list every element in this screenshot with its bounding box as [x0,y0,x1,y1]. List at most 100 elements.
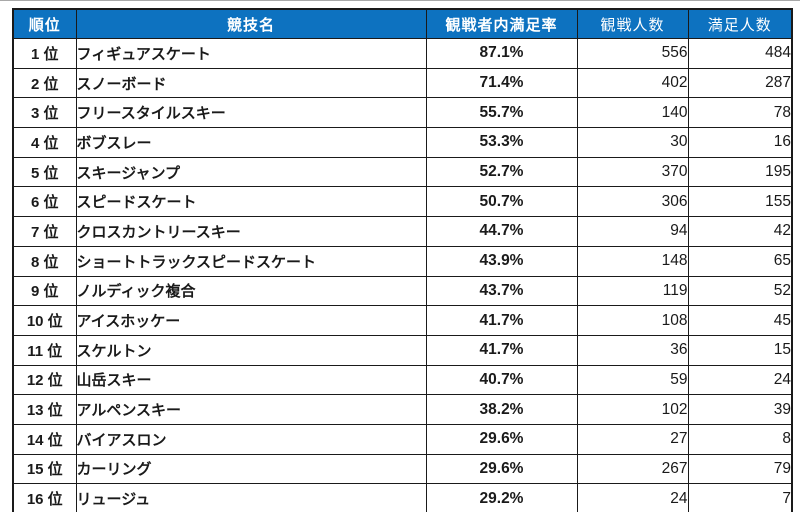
table-row: 11 位 スケルトン 41.7% 36 15 [12,334,793,366]
satisfaction-rate-cell: 29.6% [425,453,578,485]
header-rank: 順位 [12,8,77,39]
sport-name-cell: スノーボード [75,67,427,99]
header-row: 順位 競技名 観戦者内満足率 観戦人数 満足人数 [12,8,793,39]
rank-cell: 7 位 [12,216,77,247]
rank-cell: 15 位 [12,453,77,485]
satisfied-count-cell: 484 [687,38,793,69]
satisfied-count-cell: 195 [687,156,793,188]
satisfied-count-cell: 39 [687,394,793,425]
sport-name-cell: スケルトン [75,334,427,366]
rank-cell: 1 位 [12,38,77,69]
watched-count-cell: 30 [576,127,689,158]
table-row: 14 位 バイアスロン 29.6% 27 8 [12,423,793,455]
sport-name-cell: バイアスロン [75,423,427,455]
satisfaction-rate-cell: 38.2% [425,394,578,425]
rank-cell: 8 位 [12,245,77,277]
ranking-table: 順位 競技名 観戦者内満足率 観戦人数 満足人数 1 位 フィギュアスケート 8… [12,8,793,512]
table-row: 4 位 ボブスレー 53.3% 30 16 [12,127,793,158]
table-row: 8 位 ショートトラックスピードスケート 43.9% 148 65 [12,245,793,277]
rank-cell: 9 位 [12,275,77,307]
table-row: 1 位 フィギュアスケート 87.1% 556 484 [12,38,793,69]
watched-count-cell: 108 [576,305,689,336]
table-row: 16 位 リュージュ 29.2% 24 7 [12,483,793,512]
satisfied-count-cell: 7 [687,483,793,512]
watched-count-cell: 370 [576,156,689,188]
sport-name-cell: スキージャンプ [75,156,427,188]
watched-count-cell: 306 [576,186,689,218]
sport-name-cell: ショートトラックスピードスケート [75,245,427,277]
sport-name-cell: カーリング [75,453,427,485]
satisfaction-rate-cell: 50.7% [425,186,578,218]
satisfied-count-cell: 65 [687,245,793,277]
satisfied-count-cell: 8 [687,423,793,455]
rank-cell: 16 位 [12,483,77,512]
header-rate: 観戦者内満足率 [425,8,578,39]
satisfied-count-cell: 78 [687,97,793,129]
sport-name-cell: スピードスケート [75,186,427,218]
rank-cell: 6 位 [12,186,77,218]
rank-cell: 2 位 [12,67,77,99]
rank-cell: 10 位 [12,305,77,336]
rank-cell: 13 位 [12,394,77,425]
sport-name-cell: フィギュアスケート [75,38,427,69]
header-watched: 観戦人数 [576,8,689,39]
sport-name-cell: アルペンスキー [75,394,427,425]
table-row: 6 位 スピードスケート 50.7% 306 155 [12,186,793,218]
rank-cell: 4 位 [12,127,77,158]
satisfaction-rate-cell: 29.6% [425,423,578,455]
table-row: 9 位 ノルディック複合 43.7% 119 52 [12,275,793,307]
table-row: 2 位 スノーボード 71.4% 402 287 [12,67,793,99]
watched-count-cell: 148 [576,245,689,277]
satisfied-count-cell: 15 [687,334,793,366]
satisfied-count-cell: 24 [687,364,793,396]
rank-cell: 11 位 [12,334,77,366]
watched-count-cell: 94 [576,216,689,247]
satisfied-count-cell: 16 [687,127,793,158]
watched-count-cell: 24 [576,483,689,512]
rank-cell: 5 位 [12,156,77,188]
sport-name-cell: 山岳スキー [75,364,427,396]
watched-count-cell: 27 [576,423,689,455]
satisfied-count-cell: 52 [687,275,793,307]
watched-count-cell: 36 [576,334,689,366]
watched-count-cell: 59 [576,364,689,396]
rank-cell: 3 位 [12,97,77,129]
satisfaction-rate-cell: 71.4% [425,67,578,99]
watched-count-cell: 102 [576,394,689,425]
table-body: 1 位 フィギュアスケート 87.1% 556 484 2 位 スノーボード 7… [12,38,793,512]
satisfaction-rate-cell: 52.7% [425,156,578,188]
satisfied-count-cell: 287 [687,67,793,99]
satisfaction-rate-cell: 55.7% [425,97,578,129]
satisfied-count-cell: 42 [687,216,793,247]
table-header: 順位 競技名 観戦者内満足率 観戦人数 満足人数 [12,8,793,39]
satisfaction-rate-cell: 41.7% [425,334,578,366]
sport-name-cell: フリースタイルスキー [75,97,427,129]
watched-count-cell: 267 [576,453,689,485]
rank-cell: 14 位 [12,423,77,455]
satisfaction-rate-cell: 43.7% [425,275,578,307]
table-row: 5 位 スキージャンプ 52.7% 370 195 [12,156,793,188]
watched-count-cell: 140 [576,97,689,129]
top-divider [0,0,800,1]
satisfaction-rate-cell: 44.7% [425,216,578,247]
header-sport: 競技名 [75,8,427,39]
rank-cell: 12 位 [12,364,77,396]
sport-name-cell: リュージュ [75,483,427,512]
sport-name-cell: アイスホッケー [75,305,427,336]
header-satisfied: 満足人数 [687,8,793,39]
satisfaction-rate-cell: 53.3% [425,127,578,158]
table-row: 13 位 アルペンスキー 38.2% 102 39 [12,394,793,425]
table-row: 7 位 クロスカントリースキー 44.7% 94 42 [12,216,793,247]
satisfaction-rate-cell: 40.7% [425,364,578,396]
sport-name-cell: クロスカントリースキー [75,216,427,247]
table-row: 3 位 フリースタイルスキー 55.7% 140 78 [12,97,793,129]
satisfied-count-cell: 45 [687,305,793,336]
satisfied-count-cell: 155 [687,186,793,218]
satisfaction-rate-cell: 29.2% [425,483,578,512]
table-row: 12 位 山岳スキー 40.7% 59 24 [12,364,793,396]
table-row: 15 位 カーリング 29.6% 267 79 [12,453,793,485]
satisfaction-rate-cell: 87.1% [425,38,578,69]
watched-count-cell: 119 [576,275,689,307]
satisfaction-rate-cell: 43.9% [425,245,578,277]
